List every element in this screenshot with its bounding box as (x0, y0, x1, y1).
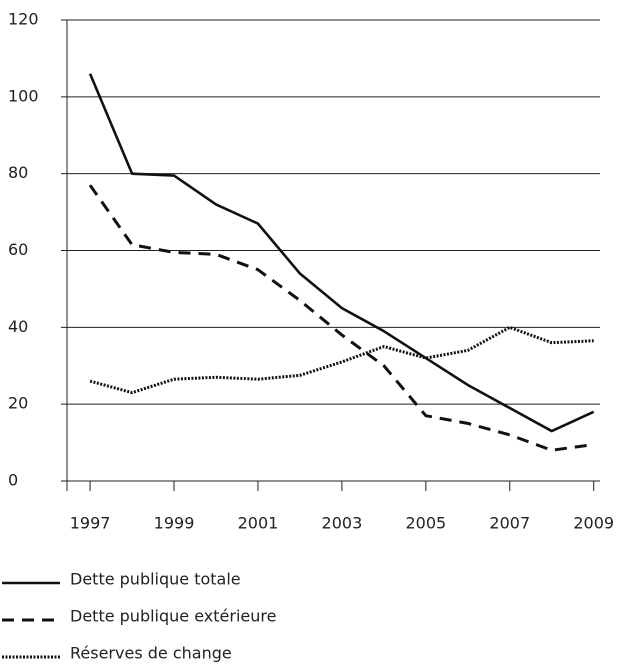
x-tick-label: 1997 (70, 514, 111, 533)
x-tick-label: 2009 (573, 514, 614, 533)
x-tick-label: 2007 (489, 514, 530, 533)
x-tick-label: 2005 (405, 514, 446, 533)
series-line (89, 325, 594, 395)
y-tick-label: 80 (8, 163, 28, 182)
y-tick-label: 20 (8, 394, 28, 413)
series-line (88, 184, 594, 452)
y-tick-label: 100 (8, 86, 39, 105)
x-tick-label: 1999 (154, 514, 195, 533)
legend-label: Dette publique totale (70, 570, 241, 589)
series-line (88, 73, 595, 433)
x-tick-label: 2003 (322, 514, 363, 533)
legend-label: Dette publique extérieure (70, 607, 276, 626)
x-tick-label: 2001 (238, 514, 279, 533)
y-tick-label: 60 (8, 240, 28, 259)
legend-label: Réserves de change (70, 644, 232, 663)
y-tick-label: 0 (8, 471, 18, 490)
y-tick-label: 120 (8, 10, 39, 29)
y-tick-label: 40 (8, 317, 28, 336)
